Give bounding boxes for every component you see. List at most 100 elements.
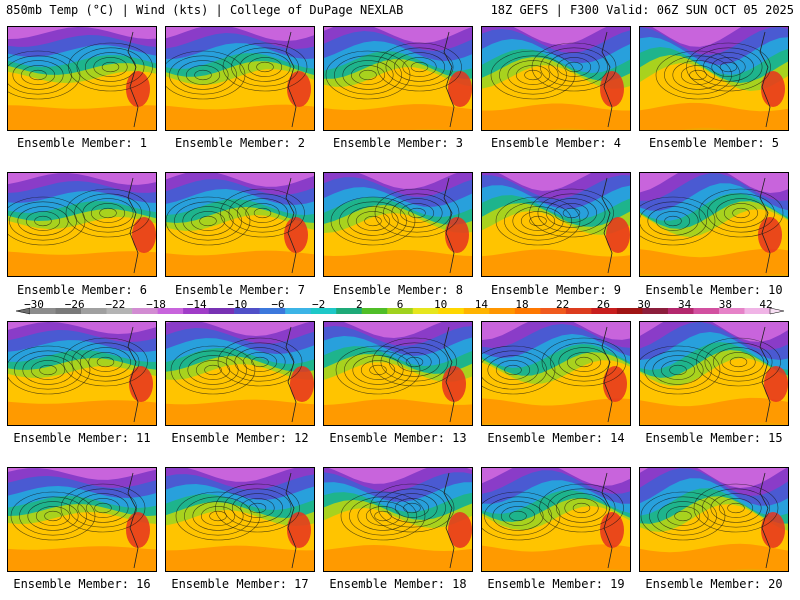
colorbar-segment xyxy=(132,308,158,314)
colorbar-tick-label: 14 xyxy=(474,298,488,311)
colorbar-segment xyxy=(489,308,516,314)
ensemble-panel-12 xyxy=(165,321,315,426)
header-title: 850mb Temp (°C) | Wind (kts) | College o… xyxy=(6,3,404,17)
colorbar-tick-label: −26 xyxy=(64,298,85,311)
colorbar-tick-label: −10 xyxy=(227,298,248,311)
colorbar-tick-label: −22 xyxy=(105,298,126,311)
colorbar-segment xyxy=(514,308,541,314)
temperature-map-15 xyxy=(640,322,788,425)
temperature-map-9 xyxy=(482,173,630,276)
colorbar-tick-label: −14 xyxy=(186,298,207,311)
ensemble-panel-8 xyxy=(323,172,473,277)
temperature-map-2 xyxy=(166,27,314,130)
temperature-map-11 xyxy=(8,322,156,425)
colorbar-segment xyxy=(208,308,235,314)
header-run-info: 18Z GEFS | F300 Valid: 06Z SUN OCT 05 20… xyxy=(490,3,794,17)
temperature-map-1 xyxy=(8,27,156,130)
colorbar-tick-label: 18 xyxy=(515,298,529,311)
panel-caption-5: Ensemble Member: 5 xyxy=(648,136,780,150)
temperature-map-12 xyxy=(166,322,314,425)
colorbar-segment xyxy=(310,308,337,314)
ensemble-panel-18 xyxy=(323,467,473,572)
panel-caption-15: Ensemble Member: 15 xyxy=(645,431,783,445)
colorbar-tick-label: 30 xyxy=(637,298,651,311)
colorbar-segment xyxy=(30,308,56,314)
ensemble-panel-11 xyxy=(7,321,157,426)
ensemble-panel-19 xyxy=(481,467,631,572)
temperature-map-14 xyxy=(482,322,630,425)
colorbar-tick-label: 6 xyxy=(396,298,404,311)
panel-caption-4: Ensemble Member: 4 xyxy=(490,136,622,150)
ensemble-panel-2 xyxy=(165,26,315,131)
panel-caption-8: Ensemble Member: 8 xyxy=(332,283,464,297)
colorbar-tick-label: −18 xyxy=(146,298,166,311)
temperature-map-8 xyxy=(324,173,472,276)
ensemble-panel-15 xyxy=(639,321,789,426)
temperature-map-7 xyxy=(166,173,314,276)
colorbar-tick-label: −6 xyxy=(271,298,285,311)
panel-caption-9: Ensemble Member: 9 xyxy=(490,283,622,297)
temperature-map-16 xyxy=(8,468,156,571)
panel-caption-19: Ensemble Member: 19 xyxy=(487,577,625,591)
colorbar-segment xyxy=(438,308,465,314)
temperature-map-6 xyxy=(8,173,156,276)
temperature-map-4 xyxy=(482,27,630,130)
colorbar-segment xyxy=(412,308,439,314)
colorbar-segment xyxy=(744,308,771,314)
colorbar-segment xyxy=(463,308,490,314)
temperature-map-3 xyxy=(324,27,472,130)
colorbar-tick-label: 34 xyxy=(678,298,692,311)
ensemble-panel-9 xyxy=(481,172,631,277)
ensemble-panel-7 xyxy=(165,172,315,277)
panel-caption-16: Ensemble Member: 16 xyxy=(13,577,151,591)
colorbar-segment xyxy=(285,308,311,314)
panel-caption-17: Ensemble Member: 17 xyxy=(171,577,309,591)
colorbar-segment xyxy=(693,308,720,314)
colorbar-segment xyxy=(361,308,388,314)
colorbar-svg xyxy=(15,307,785,315)
colorbar-segment xyxy=(667,308,694,314)
ensemble-panel-20 xyxy=(639,467,789,572)
colorbar-segment xyxy=(642,308,669,314)
panel-caption-12: Ensemble Member: 12 xyxy=(171,431,309,445)
panel-caption-18: Ensemble Member: 18 xyxy=(329,577,467,591)
ensemble-panel-16 xyxy=(7,467,157,572)
ensemble-panel-17 xyxy=(165,467,315,572)
temperature-map-5 xyxy=(640,27,788,130)
panel-caption-20: Ensemble Member: 20 xyxy=(645,577,783,591)
panel-caption-13: Ensemble Member: 13 xyxy=(329,431,467,445)
colorbar-segment xyxy=(565,308,592,314)
colorbar-tick-label: 10 xyxy=(434,298,448,311)
colorbar-segment xyxy=(55,308,82,314)
colorbar-tick-label: −30 xyxy=(24,298,44,311)
colorbar xyxy=(0,296,800,320)
panel-caption-6: Ensemble Member: 6 xyxy=(16,283,148,297)
colorbar-segment xyxy=(718,308,745,314)
colorbar-segment xyxy=(591,308,618,314)
panel-caption-10: Ensemble Member: 10 xyxy=(645,283,783,297)
colorbar-segment xyxy=(81,308,107,314)
colorbar-tick-label: 26 xyxy=(596,298,610,311)
colorbar-segment xyxy=(540,308,567,314)
panel-caption-3: Ensemble Member: 3 xyxy=(332,136,464,150)
colorbar-tick-label: 22 xyxy=(556,298,570,311)
temperature-map-17 xyxy=(166,468,314,571)
colorbar-segment xyxy=(336,308,363,314)
panel-caption-2: Ensemble Member: 2 xyxy=(174,136,306,150)
ensemble-panel-10 xyxy=(639,172,789,277)
temperature-map-19 xyxy=(482,468,630,571)
temperature-map-13 xyxy=(324,322,472,425)
colorbar-segment xyxy=(616,308,643,314)
colorbar-tick-label: 38 xyxy=(718,298,732,311)
colorbar-segment xyxy=(387,308,414,314)
panel-caption-14: Ensemble Member: 14 xyxy=(487,431,625,445)
colorbar-segment xyxy=(234,308,260,314)
colorbar-segment xyxy=(259,308,286,314)
ensemble-panel-4 xyxy=(481,26,631,131)
colorbar-segment xyxy=(157,308,184,314)
colorbar-segment xyxy=(183,308,209,314)
ensemble-panel-14 xyxy=(481,321,631,426)
colorbar-tick-label: 42 xyxy=(759,298,773,311)
temperature-map-18 xyxy=(324,468,472,571)
colorbar-segment xyxy=(106,308,133,314)
